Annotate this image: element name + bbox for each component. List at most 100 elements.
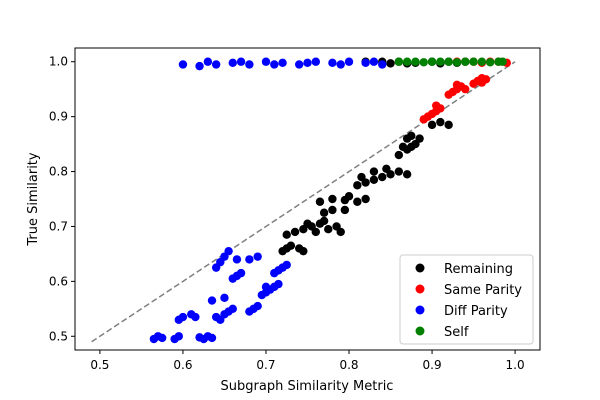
data-point <box>369 57 379 66</box>
legend-marker <box>415 263 425 273</box>
data-point <box>407 131 416 141</box>
series-self <box>394 57 507 67</box>
data-point <box>228 304 237 314</box>
x-tick-label: 0.9 <box>423 358 442 372</box>
data-point <box>469 57 478 66</box>
legend-box <box>399 254 534 345</box>
x-tick-label: 0.5 <box>90 358 109 372</box>
legend-item: Self <box>415 325 469 340</box>
data-point <box>253 252 262 261</box>
data-point <box>195 61 204 71</box>
data-point <box>282 260 291 270</box>
legend-label: Remaining <box>444 262 513 277</box>
legend-item: Remaining <box>415 262 513 277</box>
data-point <box>452 58 462 67</box>
data-point <box>303 58 312 68</box>
data-point <box>361 58 370 68</box>
data-point <box>427 120 437 130</box>
data-point <box>369 167 379 176</box>
data-point <box>461 84 470 94</box>
data-point <box>270 60 279 69</box>
data-point <box>402 170 412 179</box>
data-point <box>415 134 424 143</box>
data-point <box>253 301 262 311</box>
data-point <box>394 167 404 176</box>
y-tick-label: 0.5 <box>49 329 68 343</box>
data-point <box>452 80 462 89</box>
data-point <box>394 57 404 66</box>
legend-item: Same Parity <box>415 283 522 298</box>
legend: Remaining Same Parity Diff Parity Self <box>399 254 534 345</box>
data-point <box>477 78 487 87</box>
data-point <box>224 246 233 256</box>
legend-item: Diff Parity <box>415 304 508 319</box>
data-point <box>485 58 495 67</box>
data-point <box>207 296 217 305</box>
data-point <box>398 142 408 152</box>
data-point <box>236 268 246 278</box>
data-point <box>282 230 291 239</box>
data-point <box>386 59 395 68</box>
data-point <box>195 333 204 342</box>
data-point <box>402 57 412 66</box>
legend-marker <box>415 284 425 294</box>
data-point <box>311 57 321 66</box>
legend-label: Same Parity <box>444 283 522 298</box>
legend-label: Self <box>444 325 469 340</box>
y-tick-label: 1.0 <box>49 55 68 69</box>
data-point <box>477 57 487 66</box>
data-point <box>303 219 312 228</box>
data-point <box>299 246 308 256</box>
data-point <box>419 58 428 67</box>
legend-marker <box>415 305 425 315</box>
data-point <box>178 312 188 322</box>
data-point <box>245 60 254 69</box>
y-axis-label: True Similarity <box>26 152 41 247</box>
data-point <box>311 227 321 237</box>
data-point <box>382 164 391 173</box>
data-point <box>232 255 242 264</box>
x-tick-label: 0.6 <box>173 358 192 372</box>
data-point <box>261 282 271 292</box>
data-point <box>274 279 283 289</box>
data-point <box>361 194 370 204</box>
data-point <box>369 175 379 184</box>
data-point <box>319 208 329 217</box>
data-point <box>207 333 217 343</box>
data-point <box>220 293 229 303</box>
data-point <box>432 101 441 110</box>
data-point <box>290 227 300 237</box>
data-point <box>211 312 221 322</box>
data-point <box>340 205 350 215</box>
data-point <box>336 60 345 69</box>
y-ticks: 0.5 0.6 0.7 0.8 0.9 1.0 <box>49 55 75 343</box>
data-point <box>294 60 304 69</box>
data-point <box>336 227 345 237</box>
data-point <box>444 120 453 130</box>
data-point <box>461 57 470 66</box>
data-point <box>228 58 237 68</box>
data-point <box>174 332 183 341</box>
data-point <box>411 57 420 66</box>
data-point <box>315 197 325 206</box>
points-layer <box>149 57 511 344</box>
data-point <box>324 225 333 234</box>
data-point <box>203 57 213 66</box>
x-tick-label: 1.0 <box>506 358 525 372</box>
data-point <box>319 216 329 226</box>
data-point <box>353 181 362 190</box>
data-point <box>344 192 354 201</box>
x-tick-label: 0.8 <box>339 358 358 372</box>
data-point <box>191 312 200 322</box>
plot-frame <box>74 47 541 351</box>
data-point <box>378 60 387 69</box>
y-tick-label: 0.8 <box>49 165 68 179</box>
data-point <box>286 241 296 250</box>
y-tick-label: 0.9 <box>49 110 68 124</box>
data-point <box>178 60 188 69</box>
data-point <box>427 57 437 66</box>
data-point <box>261 57 271 66</box>
data-point <box>353 197 362 206</box>
x-ticks: 0.5 0.6 0.7 0.8 0.9 1.0 <box>90 350 525 372</box>
